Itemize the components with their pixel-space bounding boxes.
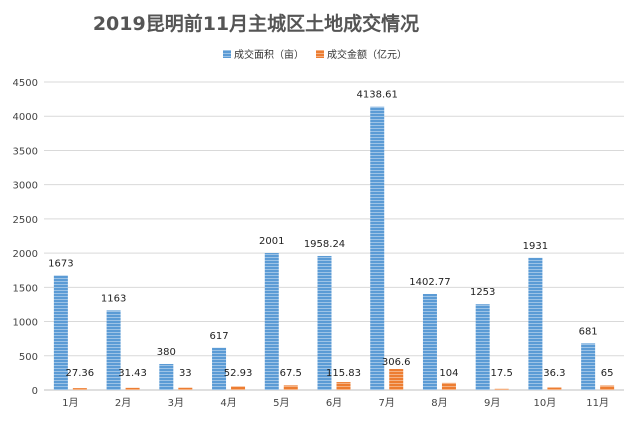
y-tick-label: 2500 [13, 215, 38, 226]
bar-area [317, 255, 332, 390]
bar-amount [125, 387, 140, 390]
bar-area [528, 257, 543, 390]
data-label-area: 1163 [101, 293, 126, 304]
y-tick-label: 3000 [13, 181, 38, 192]
data-label-amount: 67.5 [280, 368, 302, 379]
data-label-area: 2001 [259, 236, 284, 247]
x-tick-label: 6月 [326, 397, 342, 409]
bar-area [475, 304, 490, 390]
chart-title: 2019昆明前11月主城区土地成交情况 [93, 12, 419, 35]
data-label-amount: 36.3 [543, 368, 565, 379]
data-label-area: 1253 [470, 287, 495, 298]
x-tick-label: 5月 [273, 397, 289, 409]
data-label-amount: 115.83 [326, 368, 361, 379]
data-label-amount: 17.5 [491, 368, 513, 379]
data-label-area: 4138.61 [357, 90, 398, 101]
bars [53, 106, 615, 390]
bar-area [53, 275, 68, 390]
data-label-area: 617 [209, 331, 228, 342]
y-tick-label: 2000 [13, 249, 38, 260]
y-tick-label: 0 [32, 386, 38, 397]
legend-swatch-amount [316, 50, 324, 58]
x-tick-label: 7月 [379, 397, 395, 409]
bar-area [422, 293, 437, 390]
x-tick-label: 8月 [431, 397, 447, 409]
legend-swatch-area [223, 50, 231, 58]
y-axis-ticks: 0 500 1000 1500 2000 2500 3000 3500 4000 4500 [13, 78, 38, 397]
data-label-area: 1958.24 [304, 239, 345, 250]
x-tick-label: 3月 [168, 397, 184, 409]
x-axis-ticks: 1月 2月 3月 4月 5月 6月 7月 8月 9月 10月 11月 [62, 397, 609, 409]
y-tick-label: 3500 [13, 146, 38, 157]
data-label-area: 1673 [48, 258, 73, 269]
legend-label-amount: 成交金额（亿元） [327, 48, 407, 61]
x-tick-label: 1月 [62, 397, 78, 409]
bar-amount [441, 382, 456, 390]
x-tick-label: 11月 [586, 397, 609, 409]
gridlines [44, 81, 624, 391]
legend: 成交面积（亩） 成交金额（亿元） [223, 48, 407, 61]
bar-amount [389, 369, 404, 390]
data-label-amount: 65 [601, 368, 614, 379]
legend-label-area: 成交面积（亩） [234, 48, 304, 61]
y-tick-label: 4500 [13, 78, 38, 89]
bar-area [370, 106, 385, 390]
data-label-amount: 52.93 [224, 368, 253, 379]
data-label-area: 1402.77 [409, 277, 450, 288]
bar-area [581, 343, 596, 390]
data-label-area: 681 [579, 326, 598, 337]
data-label-amount: 306.6 [382, 357, 411, 368]
bar-area [159, 363, 174, 390]
bar-area [106, 310, 121, 390]
x-tick-label: 10月 [534, 397, 557, 409]
data-label-amount: 27.36 [66, 368, 95, 379]
x-tick-label: 9月 [484, 397, 500, 409]
x-tick-label: 2月 [115, 397, 131, 409]
y-tick-label: 1500 [13, 283, 38, 294]
bar-amount [72, 388, 87, 390]
data-label-area: 1931 [523, 241, 548, 252]
y-tick-label: 500 [19, 352, 38, 363]
bar-area [212, 347, 227, 390]
bar-amount [494, 388, 509, 390]
x-tick-label: 4月 [220, 397, 236, 409]
bar-amount [283, 385, 298, 390]
data-label-amount: 31.43 [118, 368, 147, 379]
bar-amount [547, 387, 562, 390]
bar-amount [336, 382, 351, 390]
data-label-amount: 104 [439, 368, 458, 379]
bar-amount [600, 385, 615, 390]
data-label-area: 380 [157, 347, 176, 358]
bar-amount [178, 387, 193, 390]
y-tick-label: 4000 [13, 112, 38, 123]
bar-area [264, 253, 279, 390]
bar-amount [231, 386, 246, 390]
data-label-amount: 33 [179, 368, 192, 379]
y-tick-label: 1000 [13, 318, 38, 329]
